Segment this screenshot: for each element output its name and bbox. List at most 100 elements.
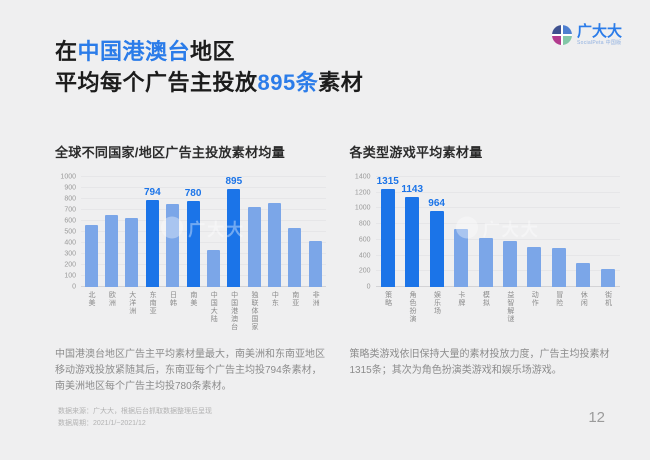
x-axis-label: 娱乐场 — [424, 291, 448, 335]
x-axis-label-text: 中国港澳台 — [230, 291, 238, 331]
x-axis-baseline — [81, 286, 326, 287]
bar-column — [547, 177, 571, 287]
gridline — [81, 176, 326, 177]
bar-column — [522, 177, 546, 287]
right-chart: 0 200 400 600 800 1000 1200 1400 广大大 1315 1143 96… — [350, 174, 621, 335]
data-source-line: 数据来源：广大大，根据后台抓取数据整理后呈现 — [58, 408, 212, 416]
bar — [268, 202, 282, 287]
bar-column — [163, 177, 183, 287]
x-axis-label-text: 街机 — [604, 291, 612, 307]
x-axis-label-text: 策略 — [384, 291, 392, 307]
bar — [502, 241, 517, 287]
left-section: 全球不同国家/地区广告主投放素材均量 0 100 200 300 400 500 600 70… — [55, 142, 326, 396]
bar-highlighted — [186, 201, 200, 287]
bar — [308, 241, 322, 287]
y-axis-tick: 0 — [366, 283, 371, 291]
y-axis-tick: 900 — [64, 184, 76, 192]
y-axis-tick: 1000 — [354, 204, 371, 212]
x-axis-label: 冒险 — [547, 291, 571, 335]
title-text: 在 — [55, 39, 78, 64]
bar — [206, 250, 220, 287]
x-axis-label-text: 益智解谜 — [506, 291, 514, 323]
x-axis-label-text: 娱乐场 — [433, 291, 441, 315]
title-highlight: 895条 — [257, 70, 319, 95]
x-axis-label: 日韩 — [163, 291, 183, 335]
y-axis-tick: 800 — [358, 220, 371, 228]
gridline — [81, 242, 326, 243]
x-axis-label-text: 冒险 — [555, 291, 563, 307]
x-axis-label-text: 动作 — [531, 291, 539, 307]
bar-highlighted — [380, 189, 395, 287]
data-period-line: 数据周期：2021/1/~2021/12 — [58, 420, 146, 428]
x-axis-label: 中东 — [264, 291, 284, 335]
x-axis-label-text: 南亚 — [291, 291, 299, 307]
gridline — [375, 176, 620, 177]
x-axis-label-text: 大洋洲 — [128, 291, 136, 315]
x-axis-label: 策略 — [376, 291, 400, 335]
bar-column — [244, 177, 264, 287]
title-text: 素材 — [318, 70, 364, 95]
right-section: 各类型游戏平均素材量 0 200 400 600 800 1000 1200 1400 广大大… — [349, 142, 621, 396]
bar-column — [305, 177, 325, 287]
bar-column — [285, 177, 305, 287]
bar — [247, 206, 261, 287]
y-axis-tick: 400 — [358, 252, 371, 260]
bar — [478, 238, 493, 287]
bar-column — [473, 177, 497, 287]
x-axis-label: 中国港澳台 — [224, 291, 244, 335]
y-axis-tick: 500 — [64, 228, 76, 236]
x-axis-label: 东南亚 — [142, 291, 162, 335]
x-axis-label-text: 南美 — [189, 291, 197, 307]
bar-highlighted — [429, 211, 444, 287]
x-axis-label-text: 中东 — [271, 291, 279, 307]
bar-highlighted — [145, 199, 159, 287]
x-axis-label: 非洲 — [305, 291, 325, 335]
bar-value-label: 1315 — [376, 176, 399, 187]
x-axis-label: 卡牌 — [449, 291, 473, 335]
y-axis-tick: 300 — [64, 250, 76, 258]
bar — [125, 218, 139, 287]
bar — [454, 228, 469, 287]
x-axis-label: 南亚 — [285, 291, 305, 335]
right-chart-title: 各类型游戏平均素材量 — [349, 145, 483, 160]
left-chart-plot-column: 广大大 794 780 895 北美 欧洲 大洋洲 东南亚 日韩 南美 中国大陆 中国港澳台 独联体… — [81, 176, 326, 335]
bar-value-label: 780 — [184, 188, 202, 200]
gridline — [375, 254, 620, 256]
x-axis-label: 休闲 — [571, 291, 595, 335]
gridline — [81, 253, 326, 254]
x-axis-label-text: 角色扮演 — [409, 291, 417, 323]
y-axis-tick: 200 — [358, 267, 371, 275]
right-chart-y-axis: 0 200 400 600 800 1000 1200 1400 — [350, 174, 376, 291]
x-axis-label-text: 北美 — [88, 291, 96, 307]
bar-column — [122, 177, 142, 287]
right-chart-x-axis-labels: 策略 角色扮演 娱乐场 卡牌 模拟 益智解谜 动作 冒险 休闲 街机 — [376, 291, 621, 335]
left-chart: 0 100 200 300 400 500 600 700 800 900 1000 广大大 794… — [55, 174, 326, 335]
bar — [288, 228, 302, 287]
x-axis-label: 动作 — [522, 291, 546, 335]
bar — [576, 263, 591, 287]
y-axis-tick: 400 — [64, 239, 76, 247]
gridline — [375, 207, 620, 209]
bar-column: 964 — [424, 177, 448, 287]
y-axis-tick: 200 — [64, 261, 76, 269]
gridline — [81, 198, 326, 199]
y-axis-tick: 800 — [64, 195, 76, 203]
gridline — [81, 220, 326, 221]
x-axis-label: 益智解谜 — [498, 291, 522, 335]
x-axis-label: 模拟 — [473, 291, 497, 335]
bar-column — [101, 177, 121, 287]
left-chart-x-axis-labels: 北美 欧洲 大洋洲 东南亚 日韩 南美 中国大陆 中国港澳台 独联体国家 中东 南亚 非洲 — [81, 291, 326, 335]
content-columns: 全球不同国家/地区广告主投放素材均量 0 100 200 300 400 500 600 70… — [55, 142, 620, 396]
bar-value-label: 1143 — [401, 184, 424, 196]
right-chart-plot-column: 广大大 1315 1143 964 策略 角色扮演 娱乐场 卡牌 模拟 益智解谜 动作 冒险 休闲街… — [375, 176, 621, 335]
bar — [527, 247, 542, 287]
title-highlight: 中国港澳台 — [77, 39, 191, 64]
x-axis-label: 独联体国家 — [244, 291, 264, 335]
bar-value-label: 964 — [428, 198, 445, 210]
bar-column: 780 — [183, 177, 203, 287]
gridline — [81, 264, 326, 265]
y-axis-tick: 0 — [72, 283, 76, 291]
x-axis-label: 北美 — [81, 291, 101, 335]
bars: 794 780 895 — [81, 177, 326, 287]
title-line-1: 在中国港澳台地区 — [55, 36, 363, 67]
